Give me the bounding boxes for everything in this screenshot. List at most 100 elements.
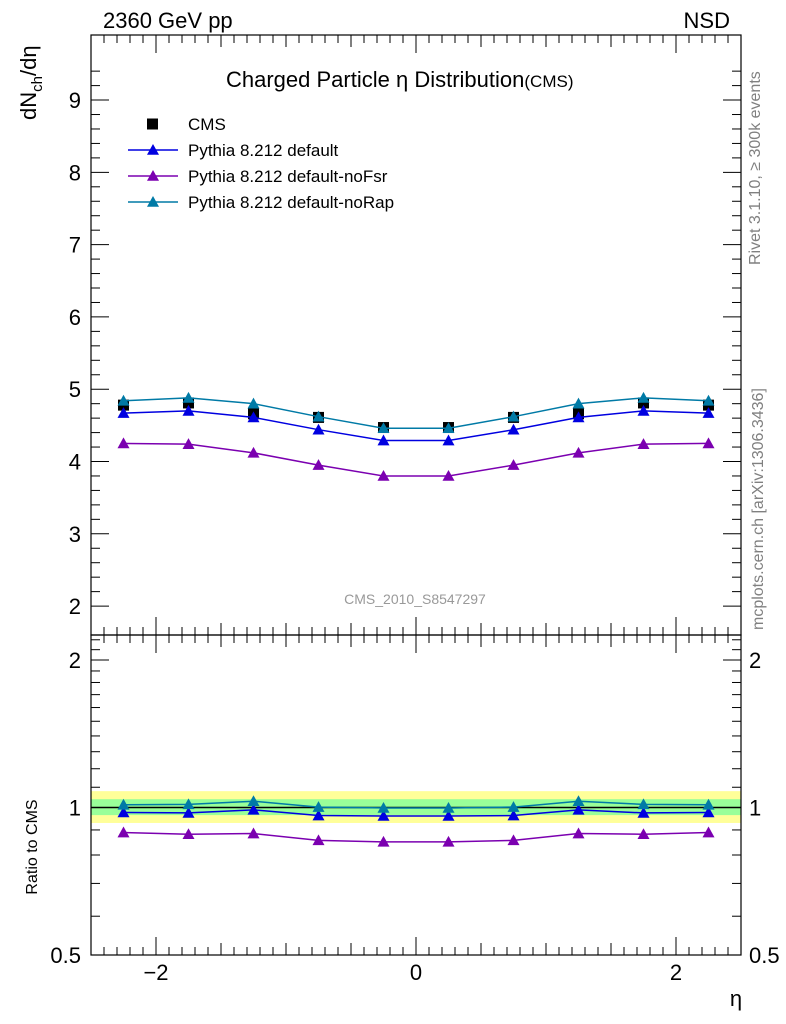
ratio-point — [312, 801, 325, 812]
series-3 — [117, 391, 715, 434]
data-point — [702, 407, 715, 418]
ratio-y-tick-label-right: 1 — [749, 796, 761, 821]
data-point — [182, 391, 195, 403]
ratio-series — [117, 795, 715, 847]
ratio-series-line — [123, 800, 709, 809]
legend-entry: Pythia 8.212 default — [128, 141, 339, 160]
legend-label: Pythia 8.212 default-noRap — [188, 193, 394, 212]
ratio-y-tick-label-right: 2 — [749, 648, 761, 673]
ratio-point — [377, 801, 390, 813]
ratio-series-line — [123, 809, 709, 817]
ratio-point — [702, 798, 715, 810]
series-line — [123, 410, 709, 442]
legend-label: Pythia 8.212 default — [188, 141, 339, 160]
data-point — [312, 410, 325, 422]
series-2 — [117, 437, 715, 481]
data-point — [117, 407, 130, 418]
data-point — [702, 394, 715, 406]
ratio-series-line — [123, 831, 709, 843]
ratio-point — [637, 798, 650, 810]
x-tick-label: −2 — [143, 960, 168, 985]
ratio-panel: 0.5 0.5 1 1 2 2 −2 0 2 Ratio to CMS η — [24, 634, 780, 1011]
x-tick-label: 2 — [670, 960, 682, 985]
ratio-point — [702, 826, 715, 838]
data-point — [247, 397, 260, 409]
ratio-point — [312, 834, 325, 846]
ratio-point — [377, 835, 390, 847]
ratio-point — [507, 834, 520, 846]
y-tick-label: 2 — [69, 594, 81, 619]
y-tick-label: 5 — [69, 377, 81, 402]
ratio-point — [572, 827, 585, 839]
data-point — [377, 434, 390, 446]
ratio-point — [117, 826, 130, 838]
data-point — [507, 459, 520, 470]
ratio-point — [507, 801, 520, 812]
legend-label: CMS — [188, 115, 226, 134]
data-point — [117, 394, 130, 406]
x-axis-label: η — [730, 986, 742, 1011]
ratio-point — [637, 806, 650, 818]
data-point — [638, 397, 649, 409]
rivet-label: Rivet 3.1.10, ≥ 300k events — [747, 71, 764, 265]
data-point — [637, 404, 650, 416]
ratio-series-1 — [117, 826, 715, 847]
ratio-point — [117, 798, 130, 810]
data-point — [247, 411, 260, 423]
ratio-point — [442, 809, 455, 821]
legend-marker — [147, 170, 159, 181]
legend-entry: Pythia 8.212 default-noFsr — [128, 167, 388, 186]
y-tick-label: 4 — [69, 450, 81, 475]
data-point — [637, 391, 650, 403]
ratio-point — [182, 828, 195, 840]
data-point — [183, 397, 194, 409]
ratio-point — [312, 809, 325, 821]
ratio-point — [117, 806, 130, 818]
ratio-point — [442, 801, 455, 813]
y-axis-label-tail: /dη — [16, 45, 41, 76]
ratio-point — [572, 803, 585, 815]
ratio-y-tick-label: 2 — [69, 648, 81, 673]
ratio-point — [637, 828, 650, 840]
data-point — [442, 434, 455, 446]
data-point — [637, 438, 650, 449]
data-point — [572, 397, 585, 409]
series-line — [123, 397, 709, 430]
x-tick-label: 0 — [410, 960, 422, 985]
main-title: Charged Particle η Distribution(CMS) — [226, 67, 573, 92]
ratio-y-label: Ratio to CMS — [24, 799, 41, 894]
series-line — [123, 442, 709, 477]
header-left: 2360 GeV pp — [103, 8, 233, 33]
data-point — [442, 422, 455, 434]
data-point — [182, 438, 195, 449]
data-point — [572, 446, 585, 458]
legend-marker — [147, 118, 158, 130]
watermark: CMS_2010_S8547297 — [344, 591, 486, 607]
ratio-series-0 — [117, 803, 715, 821]
y-tick-label: 8 — [69, 160, 81, 185]
data-point — [507, 410, 520, 422]
y-tick-label: 6 — [69, 305, 81, 330]
ratio-point — [247, 827, 260, 839]
data-point — [377, 422, 390, 434]
data-point — [312, 423, 325, 435]
ratio-point — [442, 835, 455, 847]
data-point — [507, 423, 520, 435]
data-point — [247, 446, 260, 458]
ratio-point — [182, 798, 195, 810]
ratio-point — [507, 809, 520, 821]
y-axis-label-main: dN — [16, 92, 41, 120]
ratio-series-2 — [117, 795, 715, 813]
ratio-point — [247, 803, 260, 815]
data-point — [572, 411, 585, 423]
legend-entry: CMS — [147, 115, 226, 134]
series-1 — [117, 404, 715, 446]
main-panel: 2 3 4 5 6 7 8 9 Charged Particle η Distribution… — [16, 34, 742, 636]
legend: CMS Pythia 8.212 default Pythia 8.212 defa… — [128, 115, 394, 212]
data-point — [442, 469, 455, 481]
y-tick-label: 7 — [69, 233, 81, 258]
data-point — [182, 404, 195, 416]
data-point — [117, 437, 130, 449]
mcplots-label: mcplots.cern.ch [arXiv:1306.3436] — [750, 388, 767, 630]
